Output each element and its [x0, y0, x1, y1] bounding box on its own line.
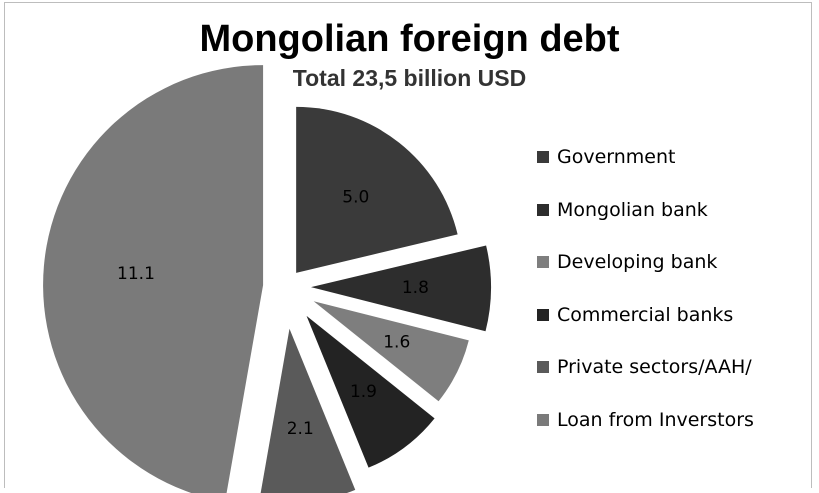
- legend-item: Developing bank: [537, 249, 754, 275]
- legend-swatch: [537, 413, 549, 426]
- legend-label: Developing bank: [557, 251, 718, 273]
- chart-title: Mongolian foreign debt: [199, 18, 620, 60]
- pie-value-labels: 5.0 1.8 1.6 1.9 2.1 11.1: [117, 187, 429, 439]
- pie-slice-commercial-banks: [306, 315, 435, 468]
- legend-item: Mongolian bank: [537, 197, 754, 223]
- legend-swatch: [537, 203, 549, 216]
- legend-label: Mongolian bank: [557, 198, 708, 221]
- pie-value-label: 11.1: [117, 264, 155, 284]
- legend-label: Loan from Inverstors: [557, 408, 754, 431]
- pie-slice-private-sectors-aah: [260, 328, 356, 493]
- pie-value-label: 1.9: [350, 382, 377, 402]
- pie-value-label: 5.0: [342, 187, 369, 207]
- pie-value-label: 1.6: [383, 333, 410, 353]
- pie-slice-government: [296, 106, 458, 273]
- legend-swatch: [537, 308, 549, 321]
- legend-item: Commercial banks: [537, 302, 754, 328]
- legend-label: Private sectors/AAH/: [557, 356, 752, 378]
- legend-item: Loan from Inverstors: [537, 407, 754, 433]
- legend-label: Government: [557, 146, 676, 168]
- legend-swatch: [537, 151, 549, 163]
- legend-swatch: [537, 256, 549, 268]
- legend-item: Private sectors/AAH/: [537, 354, 754, 380]
- pie-value-label: 2.1: [287, 419, 314, 439]
- chart-frame: [4, 2, 812, 488]
- legend-swatch: [537, 361, 549, 373]
- pie-slice-loan-from-inverstors: [43, 65, 264, 493]
- pie-value-label: 1.8: [402, 278, 429, 298]
- legend-item: Government: [537, 144, 754, 170]
- pie-slice-mongolian-bank: [310, 245, 491, 332]
- pie-slices: [43, 65, 491, 493]
- chart-subtitle: Total 23,5 billion USD: [292, 65, 527, 91]
- legend-label: Commercial banks: [557, 303, 734, 326]
- pie-slice-developing-bank: [313, 301, 469, 402]
- legend: Government Mongolian bank Developing bank C…: [537, 144, 754, 459]
